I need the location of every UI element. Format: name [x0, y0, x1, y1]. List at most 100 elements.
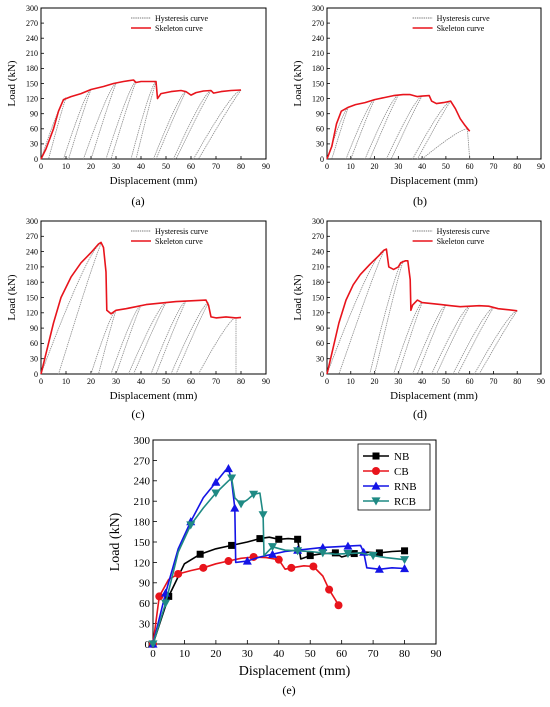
- x-tick-label: 40: [137, 162, 145, 171]
- data-point: [267, 549, 277, 558]
- x-tick-label: 80: [237, 377, 245, 386]
- series-cb: [149, 552, 343, 648]
- x-tick-label: 70: [489, 162, 497, 171]
- hysteresis-loop-6: [153, 91, 187, 160]
- legend-label-rcb: RCB: [394, 496, 416, 508]
- y-tick-label: 60: [316, 125, 324, 134]
- y-axis-label: Load (kN): [292, 274, 304, 320]
- chart-c: 0 10 20 30 40 50 60 70 80 90 0 30 60 90 120 150 180 210 24…: [6, 217, 270, 421]
- x-axis-label: Displacement (mm): [390, 390, 478, 402]
- data-point: [343, 549, 353, 559]
- x-tick-label: 60: [466, 162, 474, 171]
- data-point: [199, 563, 208, 572]
- x-tick-label: 50: [162, 377, 170, 386]
- y-tick-label: 90: [30, 110, 38, 119]
- data-point: [211, 489, 221, 498]
- x-tick-label: 20: [87, 162, 95, 171]
- panel-caption: (d): [413, 407, 427, 421]
- data-point: [334, 601, 343, 610]
- x-tick-label: 70: [368, 648, 380, 660]
- y-tick-label: 210: [312, 49, 324, 58]
- x-tick-label: 50: [305, 648, 317, 660]
- y-tick-label: 120: [26, 309, 38, 318]
- x-tick-label: 10: [62, 377, 70, 386]
- hysteresis-unload-6: [155, 91, 187, 160]
- data-point: [400, 564, 410, 573]
- x-tick-label: 30: [242, 648, 254, 660]
- x-tick-label: 10: [347, 162, 355, 171]
- x-tick-label: 10: [179, 648, 191, 660]
- y-tick-label: 240: [26, 34, 38, 43]
- x-tick-label: 30: [394, 162, 402, 171]
- y-tick-label: 30: [30, 140, 38, 149]
- data-point: [287, 563, 296, 572]
- y-tick-label: 150: [26, 79, 38, 88]
- data-point: [230, 503, 240, 512]
- data-point: [400, 556, 410, 565]
- y-tick-label: 60: [316, 339, 324, 348]
- x-tick-label: 30: [112, 162, 120, 171]
- y-tick-label: 30: [316, 355, 324, 364]
- y-tick-label: 120: [134, 557, 151, 569]
- legend-label: Hysteresis curve: [437, 227, 491, 236]
- hysteresis-unload-5: [135, 81, 157, 160]
- legend: NB CB RNB RCB: [357, 443, 431, 511]
- data-point: [256, 535, 264, 543]
- x-tick-label: 20: [210, 648, 222, 660]
- hysteresis-loop-5: [150, 300, 187, 375]
- panel-caption: (a): [131, 194, 144, 208]
- y-tick-label: 60: [30, 339, 38, 348]
- hysteresis-unload-2: [350, 99, 375, 160]
- y-tick-label: 210: [312, 263, 324, 272]
- data-point: [223, 464, 233, 473]
- legend-marker-cb: [372, 467, 380, 475]
- data-point: [294, 535, 302, 543]
- data-point: [318, 542, 328, 552]
- y-axis-label: Load (kN): [292, 60, 304, 106]
- hysteresis-unload-3: [369, 94, 399, 160]
- hysteresis-loops: [326, 94, 471, 160]
- data-point: [267, 543, 277, 552]
- legend-label-nb: NB: [394, 451, 409, 463]
- y-tick-label: 180: [312, 64, 324, 73]
- x-tick-label: 70: [489, 377, 497, 386]
- y-tick-label: 270: [312, 232, 324, 241]
- legend-marker-rcb: [371, 497, 381, 506]
- data-point: [211, 477, 221, 486]
- y-tick-label: 150: [312, 79, 324, 88]
- data-point: [242, 556, 252, 565]
- x-tick-label: 60: [187, 377, 195, 386]
- y-tick-label: 210: [26, 49, 38, 58]
- series-rcb: [148, 474, 410, 649]
- hysteresis-unload-4: [133, 302, 167, 375]
- data-point: [275, 535, 283, 543]
- skeleton-curve: [326, 248, 518, 375]
- x-tick-label: 30: [394, 377, 402, 386]
- x-tick-label: 50: [162, 162, 170, 171]
- x-tick-label: 90: [262, 162, 270, 171]
- x-tick-label: 60: [466, 377, 474, 386]
- y-tick-label: 0: [320, 370, 324, 379]
- y-tick-label: 240: [312, 34, 324, 43]
- y-axis-label: Load (kN): [6, 60, 18, 106]
- x-tick-label: 20: [87, 377, 95, 386]
- data-point: [148, 640, 158, 649]
- chart-d: 0 10 20 30 40 50 60 70 80 90 0 30 60 90 120 150 180 210 24…: [292, 217, 545, 421]
- x-tick-label: 70: [212, 162, 220, 171]
- x-tick-label: 90: [537, 377, 545, 386]
- y-tick-label: 240: [312, 247, 324, 256]
- y-tick-label: 90: [30, 324, 38, 333]
- data-point: [174, 569, 183, 578]
- panel-caption: (e): [282, 683, 295, 697]
- data-point: [186, 521, 196, 530]
- hysteresis-unload-1: [331, 107, 349, 160]
- x-tick-label: 0: [325, 162, 329, 171]
- y-tick-label: 30: [139, 618, 151, 630]
- y-tick-label: 240: [26, 247, 38, 256]
- data-point: [318, 549, 328, 558]
- x-tick-label: 30: [112, 377, 120, 386]
- data-point: [196, 550, 204, 558]
- y-tick-label: 270: [312, 19, 324, 28]
- hysteresis-unload-1: [58, 243, 102, 375]
